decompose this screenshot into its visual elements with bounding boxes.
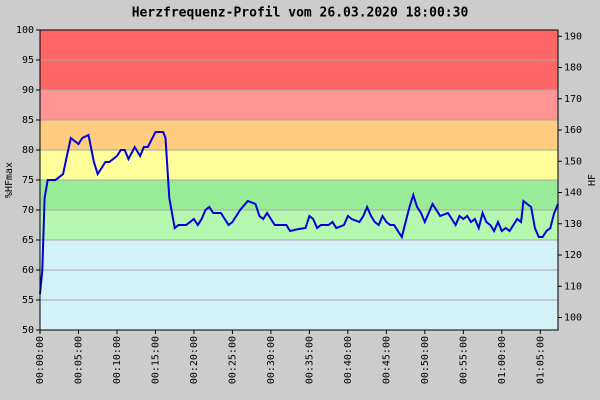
y2-tick-label: 110 [564, 281, 582, 292]
zone [40, 120, 558, 150]
y-tick-label: 55 [22, 295, 34, 306]
y-axis-label: %HFmax [4, 162, 15, 198]
y-tick-label: 60 [22, 265, 34, 276]
x-tick-label: 00:05:00 [73, 336, 84, 384]
zone [40, 240, 558, 330]
chart-title: Herzfrequenz-Profil vom 26.03.2020 18:00… [132, 6, 469, 21]
y2-tick-label: 180 [564, 63, 582, 74]
plot-frame [39, 29, 559, 331]
x-tick-label: 00:10:00 [112, 336, 123, 384]
y2-tick-label: 190 [564, 31, 582, 42]
y2-tick-label: 130 [564, 219, 582, 230]
line-series [39, 131, 559, 295]
y2-tick-label: 150 [564, 156, 582, 167]
x-tick-label: 00:35:00 [304, 336, 315, 384]
x-tick-label: 01:05:00 [535, 336, 546, 384]
x-tick-label: 00:15:00 [150, 336, 161, 384]
x-tick-label: 00:45:00 [381, 336, 392, 384]
x-tick-label: 00:25:00 [227, 336, 238, 384]
y-tick-label: 90 [22, 85, 34, 96]
x-tick-label: 00:00:00 [35, 336, 46, 384]
y-tick-label: 70 [22, 205, 34, 216]
x-tick-label: 00:50:00 [420, 336, 431, 384]
zone [40, 90, 558, 120]
y-tick-label: 80 [22, 145, 34, 156]
x-tick-label: 00:55:00 [458, 336, 469, 384]
y-tick-label: 65 [22, 235, 34, 246]
x-tick-label: 01:00:00 [497, 336, 508, 384]
y2-tick-label: 170 [564, 94, 582, 105]
y2-axis-label: HF [587, 174, 598, 186]
y-tick-label: 85 [22, 115, 34, 126]
x-tick-label: 00:20:00 [189, 336, 200, 384]
x-tick-label: 00:40:00 [343, 336, 354, 384]
y2-tick-label: 140 [564, 188, 582, 199]
y-tick-label: 100 [16, 25, 34, 36]
y-tick-label: 95 [22, 55, 34, 66]
y-tick-label: 75 [22, 175, 34, 186]
zone [40, 210, 558, 240]
zone [40, 180, 558, 210]
x-tick-label: 00:30:00 [266, 336, 277, 384]
y2-tick-label: 160 [564, 125, 582, 136]
y2-tick-label: 100 [564, 313, 582, 324]
y-tick-label: 50 [22, 325, 34, 336]
y2-tick-label: 120 [564, 250, 582, 261]
